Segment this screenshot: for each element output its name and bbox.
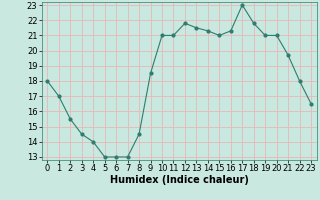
X-axis label: Humidex (Indice chaleur): Humidex (Indice chaleur) (110, 175, 249, 185)
